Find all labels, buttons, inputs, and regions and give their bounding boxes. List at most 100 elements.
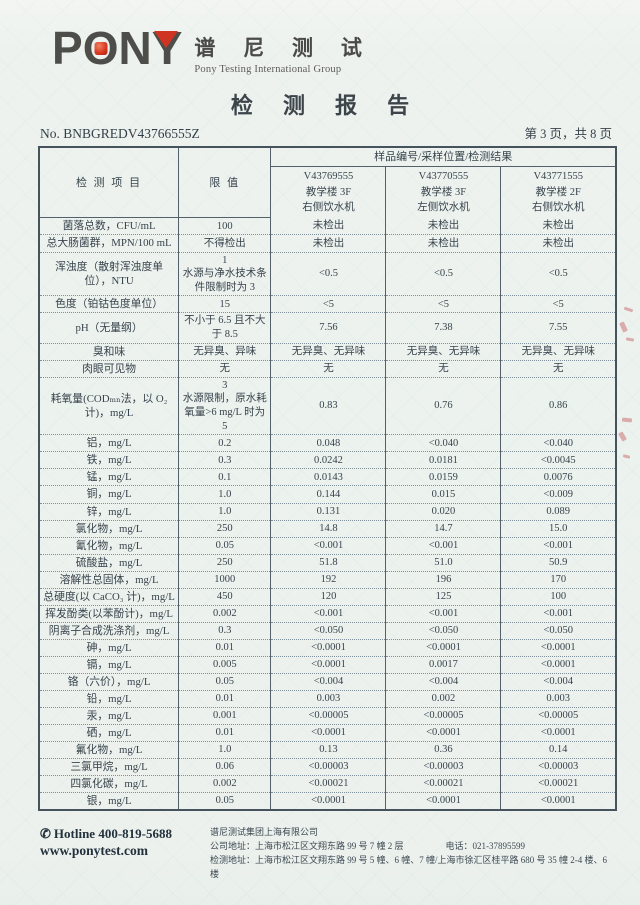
column-header-item: 检 测 项 目 [38, 147, 180, 219]
result-value-sample-1: 7.56 [270, 312, 387, 344]
test-item-label: 硫酸盐，mg/L [38, 554, 180, 572]
table-row: 色度（铂钴色度单位） 15 <5 <5 <5 [38, 295, 617, 314]
table-row: 菌落总数，CFU/mL 100 未检出 未检出 未检出 [38, 217, 617, 236]
column-header-results-group: 样品编号/采样位置/检测结果 [270, 147, 617, 168]
limit-value: 0.01 [178, 724, 272, 742]
result-value-sample-2: <5 [385, 295, 502, 314]
result-value-sample-1: <0.5 [270, 252, 387, 297]
table-row: 锰，mg/L 0.1 0.0143 0.0159 0.0076 [38, 468, 617, 487]
result-value-sample-3: <0.001 [500, 537, 617, 555]
table-row: 臭和味 无异臭、异味 无异臭、无异味 无异臭、无异味 无异臭、无异味 [38, 343, 617, 361]
page-title: 检 测 报 告 [230, 93, 422, 118]
table-row: 铅，mg/L 0.01 0.003 0.002 0.003 [38, 690, 617, 708]
result-value-sample-3: 0.0076 [500, 468, 617, 487]
result-value-sample-1: 0.144 [270, 485, 387, 504]
result-value-sample-3: 0.86 [500, 377, 617, 436]
limit-value: 15 [178, 295, 272, 314]
table-row: 铁，mg/L 0.3 0.0242 0.0181 <0.0045 [38, 451, 617, 470]
result-value-sample-2: 0.36 [385, 741, 502, 759]
table-header-row-2: V43769555 教学楼 3F 右侧饮水机 V43770555 教学楼 3F … [39, 166, 617, 218]
hotline-line: ✆ Hotline 400-819-5688 [40, 826, 198, 842]
table-row: 溶解性总固体，mg/L 1000 192 196 170 [38, 571, 617, 589]
result-value-sample-3: 50.9 [500, 554, 617, 572]
footer-address-block: 谱尼测试集团上海有限公司 公司地址：上海市松江区文翔东路 99 号 7 幢 2 … [210, 826, 615, 882]
company-address-line: 公司地址：上海市松江区文翔东路 99 号 7 幢 2 层 电话：021-3789… [210, 840, 615, 854]
table-row: 硒，mg/L 0.01 <0.0001 <0.0001 <0.0001 [38, 724, 617, 742]
results-table: 检 测 项 目 限 值 样品编号/采样位置/检测结果 V43769555 教学楼… [38, 146, 617, 812]
limit-value: 0.3 [178, 451, 272, 470]
result-value-sample-3: <0.0001 [500, 656, 617, 674]
test-item-label: 菌落总数，CFU/mL [38, 217, 180, 236]
table-row: 挥发酚类(以苯酚计)，mg/L 0.002 <0.001 <0.001 <0.0… [38, 605, 617, 623]
footer-contact-block: ✆ Hotline 400-819-5688 www.ponytest.com [40, 826, 198, 882]
result-value-sample-1: <0.001 [270, 537, 387, 555]
result-value-sample-2: <0.00005 [385, 707, 502, 725]
result-value-sample-1: 0.131 [270, 503, 387, 521]
pony-logo-word: P O N Y [52, 22, 183, 74]
limit-value: 100 [178, 217, 272, 236]
test-item-label: 臭和味 [38, 343, 180, 361]
limit-value: 1.0 [178, 741, 272, 759]
result-value-sample-1: <0.0001 [270, 792, 387, 811]
table-row: 阴离子合成洗涤剂，mg/L 0.3 <0.050 <0.050 <0.050 [38, 622, 617, 640]
result-value-sample-3: 7.55 [500, 312, 617, 344]
table-row: 耗氧量(CODₘₙ法，以 O₂ 计)，mg/L 3 水源限制，原水耗氧量>6 m… [38, 377, 617, 436]
result-value-sample-2: 0.0159 [385, 468, 502, 487]
test-item-label: 镉，mg/L [38, 656, 180, 674]
result-value-sample-3: <0.00003 [500, 758, 617, 777]
result-value-sample-1: 无 [270, 360, 387, 378]
test-item-label: 氰化物，mg/L [38, 537, 180, 555]
test-item-label: 肉眼可见物 [38, 360, 180, 378]
table-row: 总大肠菌群，MPN/100 mL 不得检出 未检出 未检出 未检出 [38, 234, 617, 253]
limit-value: 0.1 [178, 468, 272, 487]
result-value-sample-2: <0.0001 [385, 639, 502, 657]
test-item-label: pH（无量纲） [38, 312, 180, 344]
test-item-label: 阴离子合成洗涤剂，mg/L [38, 622, 180, 640]
report-meta: No. BNBGREDV43766555Z 第 3 页，共 8 页 [40, 123, 612, 142]
table-row: 氟化物，mg/L 1.0 0.13 0.36 0.14 [38, 741, 617, 759]
result-value-sample-1: 120 [270, 588, 387, 606]
logo-letter-n: N [118, 22, 152, 74]
table-row: 镉，mg/L 0.005 <0.0001 0.0017 <0.0001 [38, 656, 617, 674]
result-value-sample-3: 0.089 [500, 503, 617, 521]
limit-value: 0.001 [178, 707, 272, 725]
table-row: 肉眼可见物 无 无 无 无 [38, 360, 617, 378]
result-value-sample-1: <0.050 [270, 622, 387, 640]
result-value-sample-3: <0.001 [500, 605, 617, 623]
sample-header-1: V43769555 教学楼 3F 右侧饮水机 [270, 166, 387, 218]
table-row: 总硬度(以 CaCO₃ 计)，mg/L 450 120 125 100 [38, 588, 617, 606]
table-row: 氯化物，mg/L 250 14.8 14.7 15.0 [38, 520, 617, 538]
limit-value: 1000 [178, 571, 272, 589]
result-value-sample-2: 51.0 [385, 554, 502, 572]
result-value-sample-2: <0.050 [385, 622, 502, 640]
result-value-sample-2: 14.7 [385, 520, 502, 538]
result-value-sample-1: 0.048 [270, 434, 387, 453]
table-row: 硫酸盐，mg/L 250 51.8 51.0 50.9 [38, 554, 617, 572]
test-item-label: 铁，mg/L [38, 451, 180, 470]
test-item-label: 铬（六价），mg/L [38, 673, 180, 691]
result-value-sample-2: 7.38 [385, 312, 502, 344]
phone-icon: ✆ [40, 826, 51, 841]
results-body: 菌落总数，CFU/mL 100 未检出 未检出 未检出 总大肠菌群，MPN/10… [38, 217, 617, 811]
result-value-sample-2: <0.00021 [385, 775, 502, 794]
result-value-sample-3: <5 [500, 295, 617, 314]
logo-letter-y: Y [151, 22, 183, 74]
result-value-sample-2: 125 [385, 588, 502, 606]
result-value-sample-3: <0.0001 [500, 639, 617, 657]
logo-text-block: 谱 尼 测 试 Pony Testing International Group [194, 26, 373, 75]
result-value-sample-2: <0.004 [385, 673, 502, 691]
result-value-sample-1: <0.0001 [270, 724, 387, 742]
result-value-sample-3: <0.0001 [500, 792, 617, 811]
result-value-sample-2: 0.0181 [385, 451, 502, 470]
company-name: 谱尼测试集团上海有限公司 [210, 827, 319, 837]
limit-value: 250 [178, 520, 272, 538]
limit-value: 0.3 [178, 622, 272, 640]
result-value-sample-2: 0.020 [385, 503, 502, 521]
test-item-label: 溶解性总固体，mg/L [38, 571, 180, 589]
result-value-sample-1: 0.13 [270, 741, 387, 759]
result-value-sample-2: <0.00003 [385, 758, 502, 777]
logo-letter-p: P [52, 22, 83, 74]
limit-value: 0.05 [178, 537, 272, 555]
result-value-sample-2: 0.76 [385, 377, 502, 436]
